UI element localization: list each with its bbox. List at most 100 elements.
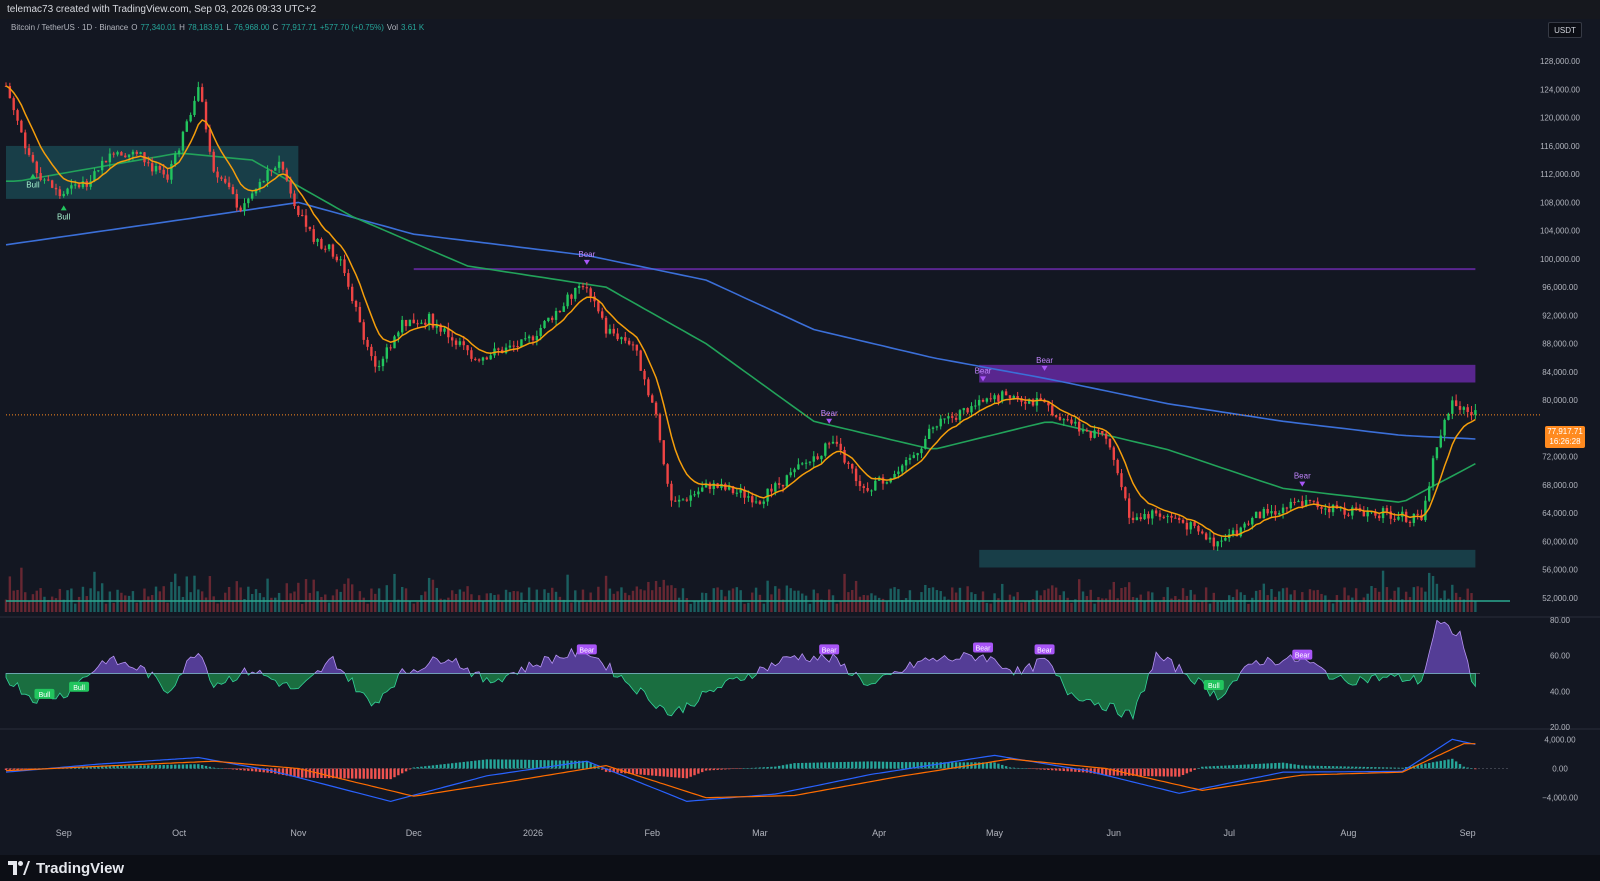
currency-button[interactable]: USDT [1548, 22, 1582, 38]
candle-body [974, 405, 977, 407]
volume-bar [1304, 600, 1308, 612]
volume-bar [104, 603, 108, 612]
macd-histogram-bar [820, 762, 823, 769]
candle-body [474, 358, 477, 360]
volume-bar [901, 599, 904, 612]
candle-body [1416, 513, 1419, 515]
macd-histogram-bar [512, 759, 515, 769]
volume-bar [531, 601, 535, 612]
macd-histogram-bar [1004, 766, 1008, 769]
macd-histogram-bar [770, 766, 773, 769]
candle-body [1397, 516, 1400, 520]
macd-histogram-bar [643, 768, 646, 775]
candle-body [677, 499, 681, 502]
macd-histogram-bar [1074, 768, 1077, 772]
candle-body [985, 398, 989, 402]
candle-body [1347, 514, 1350, 516]
volume-bar [747, 602, 750, 612]
macd-histogram-bar [1304, 765, 1308, 769]
candle-body [1135, 517, 1139, 520]
macd-histogram-bar [662, 768, 665, 777]
bull-badge-label: Bull [73, 685, 85, 692]
footer-brand: TradingView [0, 855, 1600, 881]
candle-body [62, 193, 65, 197]
bear-signal-marker [583, 259, 590, 265]
bull-signal-label: Bull [26, 181, 40, 190]
volume-bar [339, 591, 342, 612]
macd-histogram-bar [1254, 763, 1258, 769]
macd-histogram-bar [1181, 768, 1185, 776]
volume-bar [1266, 595, 1269, 612]
oscillator-axis-tick: 60.00 [1550, 652, 1571, 661]
macd-histogram-bar [862, 761, 865, 769]
candle-body [785, 475, 789, 487]
macd-histogram-bar [1189, 768, 1192, 772]
macd-histogram-bar [520, 759, 523, 769]
macd-histogram-bar [358, 768, 362, 779]
macd-histogram-bar [193, 764, 196, 769]
macd-histogram-bar [962, 762, 965, 769]
volume-bar [135, 602, 138, 612]
macd-histogram-bar [143, 765, 146, 769]
bear-badge [1034, 644, 1055, 655]
candle-body [270, 170, 273, 172]
volume-bar [397, 599, 400, 612]
macd-histogram-bar [435, 764, 439, 769]
macd-histogram-bar [1393, 767, 1396, 769]
candle-body [627, 340, 631, 345]
macd-histogram-bar [200, 765, 204, 769]
macd-histogram-bar [904, 762, 908, 769]
tradingview-logo-icon[interactable] [8, 861, 30, 875]
volume-bar [954, 592, 958, 612]
candle-body [1328, 508, 1331, 513]
volume-bar [177, 586, 181, 612]
volume-bar [381, 600, 385, 612]
macd-histogram-bar [1347, 766, 1350, 769]
candle-body [20, 120, 23, 133]
bear-badge-label: Bear [1037, 647, 1052, 654]
chart-canvas[interactable]: 128,000.00 124,000.00 120,000.00 116,000.00… [0, 0, 1600, 855]
symbol-label[interactable]: Bitcoin / TetherUS · 1D · Binance [11, 23, 129, 32]
macd-histogram-bar [1031, 768, 1035, 769]
volume-bar [785, 585, 789, 612]
candle-body [281, 161, 285, 170]
volume-bar [1016, 592, 1019, 612]
candle-body [824, 443, 827, 456]
candle-body [158, 166, 162, 170]
candle-body [966, 408, 969, 413]
macd-histogram-bar [1293, 764, 1296, 769]
price-axis-tick: 60,000.00 [1542, 537, 1578, 546]
macd-histogram-bar [162, 764, 165, 769]
candle-body [904, 459, 908, 466]
candle-body [1051, 405, 1054, 416]
macd-histogram-bar [281, 768, 285, 775]
candle-body [212, 151, 215, 172]
macd-histogram-bar [366, 768, 369, 779]
volume-bar [927, 587, 931, 612]
macd-signal-line [5, 743, 1476, 799]
volume-bar [220, 599, 223, 612]
volume-bar [447, 597, 450, 612]
volume-bar [1131, 597, 1135, 612]
candle-body [789, 472, 792, 476]
volume-bar [366, 603, 369, 612]
macd-histogram-bar [489, 759, 492, 769]
macd-histogram-bar [1066, 768, 1069, 772]
candle-body [458, 341, 462, 345]
volume-bar [258, 593, 262, 612]
macd-histogram-bar [881, 761, 885, 769]
candle-body [1127, 498, 1131, 518]
macd-histogram-bar [1358, 766, 1362, 769]
volume-bar [1228, 595, 1231, 612]
volume-bar [174, 573, 177, 612]
volume-bar [20, 567, 23, 612]
macd-histogram-bar [570, 760, 573, 769]
macd-histogram-bar [712, 768, 715, 771]
volume-bar [1174, 596, 1177, 612]
volume-bar [962, 601, 965, 612]
volume-bar [154, 586, 158, 612]
macd-histogram-bar [458, 762, 462, 769]
macd-histogram-bar [158, 764, 162, 769]
candle-body [93, 171, 96, 182]
bear-badge-label: Bear [822, 647, 837, 654]
